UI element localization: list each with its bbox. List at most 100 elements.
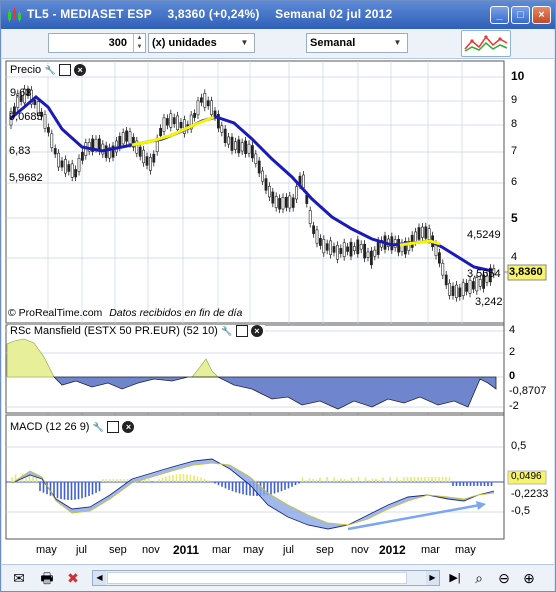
- candle-body: [427, 228, 431, 240]
- wrench-icon[interactable]: 🔧: [92, 422, 105, 432]
- chart-area[interactable]: Precio 🔧 × 10 9 8 7 6 5 4 3,8360 9,63 9,…: [2, 59, 554, 564]
- x-axis-label: 2011: [173, 543, 200, 557]
- scroll-left-icon[interactable]: ◀: [93, 571, 106, 585]
- moving-average-highlight: [131, 115, 215, 147]
- maximize-panel-icon[interactable]: [107, 421, 120, 433]
- macd-hist-value: 0,0496: [511, 471, 542, 482]
- maximize-panel-icon[interactable]: [59, 64, 72, 76]
- price-annotation: 6,83: [9, 145, 31, 157]
- zoom-area-icon[interactable]: ⌕: [475, 570, 483, 586]
- candle-body: [291, 197, 295, 208]
- candle-body: [301, 174, 305, 189]
- price-panel-header: Precio 🔧 ×: [8, 64, 89, 76]
- candle-body: [403, 241, 407, 255]
- candle-body: [179, 121, 183, 129]
- close-panel-icon[interactable]: ×: [250, 325, 263, 337]
- wrench-icon[interactable]: 🔧: [44, 65, 56, 75]
- candle-body: [33, 99, 37, 105]
- title-bar[interactable]: TL5 - MEDIASET ESP 3,8360 (+0,24%) Seman…: [1, 1, 555, 29]
- candle-body: [465, 282, 469, 292]
- candle-body: [461, 282, 465, 296]
- candle-body: [13, 106, 16, 114]
- candle-body: [318, 237, 322, 246]
- price-tick: 7: [511, 145, 518, 157]
- candle-body: [417, 227, 421, 240]
- units-select-label: (x) unidades: [152, 37, 217, 49]
- chart-canvas[interactable]: [2, 59, 554, 564]
- macd-tick: -0,5: [511, 505, 530, 517]
- candle-body: [420, 226, 424, 238]
- x-axis-label: sep: [316, 544, 334, 556]
- maximize-button[interactable]: □: [511, 6, 530, 24]
- scrollbar-thumb[interactable]: [107, 572, 407, 584]
- candle-body: [274, 196, 278, 208]
- macd-panel-title: MACD (12 26 9): [10, 421, 90, 433]
- rsc-current-value: -0,8707: [509, 385, 547, 397]
- candle-body: [373, 249, 377, 257]
- candle-body: [437, 252, 441, 264]
- candle-body: [414, 231, 418, 243]
- price-tick: 9: [511, 94, 518, 106]
- candle-body: [325, 243, 329, 251]
- units-quantity-stepper[interactable]: 300 ▲ ▼: [48, 33, 146, 53]
- status-bar: ✉ 🖶 ✖ ◀ ▶ ▶| ⌕ ⊖ ⊕: [2, 564, 554, 591]
- candle-body: [132, 136, 135, 148]
- candle-body: [451, 285, 455, 296]
- instrument-name: TL5 - MEDIASET ESP: [27, 7, 152, 21]
- price-annotation: 4,5249: [467, 229, 501, 241]
- candle-body: [26, 89, 30, 96]
- candle-body: [101, 143, 105, 155]
- close-panel-icon[interactable]: ×: [122, 421, 135, 433]
- macd-signal-line: [11, 462, 495, 526]
- scroll-right-icon[interactable]: ▶: [426, 571, 439, 585]
- candle-body: [46, 127, 50, 133]
- horizontal-scrollbar[interactable]: ◀ ▶: [92, 570, 440, 586]
- go-to-end-icon[interactable]: ▶|: [449, 572, 461, 584]
- toolbar: 300 ▲ ▼ (x) unidades ▼ Semanal ▼: [2, 29, 554, 59]
- price-tick: 5: [511, 211, 518, 225]
- candle-body: [135, 140, 139, 154]
- candle-body: [200, 97, 203, 103]
- candle-body: [261, 170, 265, 182]
- maximize-panel-icon[interactable]: [235, 325, 248, 337]
- x-axis-label: mar: [421, 544, 440, 556]
- stepper-arrows-icon[interactable]: ▲ ▼: [133, 34, 145, 52]
- candle-body: [196, 100, 200, 116]
- candle-body: [264, 178, 268, 191]
- close-panel-icon[interactable]: ×: [74, 64, 87, 76]
- timeframe-select[interactable]: Semanal ▼: [306, 33, 408, 53]
- candle-body: [152, 153, 156, 163]
- candle-body: [193, 113, 197, 118]
- disconnect-icon[interactable]: ✖: [67, 570, 79, 586]
- x-axis-label: nov: [351, 544, 369, 556]
- close-button[interactable]: ×: [532, 6, 551, 24]
- zoom-out-icon[interactable]: ⊖: [498, 570, 510, 586]
- candle-body: [128, 131, 132, 144]
- zoom-in-icon[interactable]: ⊕: [523, 570, 535, 586]
- units-select[interactable]: (x) unidades ▼: [148, 33, 255, 53]
- candle-body: [329, 240, 333, 255]
- email-icon[interactable]: ✉: [13, 570, 25, 586]
- candle-body: [142, 149, 146, 164]
- price-tick: 4: [511, 251, 518, 263]
- candle-body: [60, 160, 64, 168]
- rsc-tick: 0: [509, 370, 516, 382]
- candle-body: [359, 244, 363, 250]
- candle-body: [475, 277, 479, 292]
- candle-body: [315, 229, 319, 244]
- wrench-icon[interactable]: 🔧: [221, 326, 233, 336]
- rsc-tick: -2: [509, 400, 519, 412]
- candle-body: [230, 136, 234, 151]
- candle-body: [169, 113, 173, 128]
- candle-body: [227, 136, 231, 145]
- candle-body: [29, 89, 33, 105]
- print-icon[interactable]: 🖶: [40, 570, 54, 586]
- minimize-button[interactable]: _: [490, 6, 509, 24]
- x-axis-label: jul: [283, 544, 295, 556]
- candle-body: [342, 242, 346, 257]
- indicators-button[interactable]: [461, 30, 511, 57]
- candle-body: [254, 153, 258, 164]
- rsc-negative-area: [53, 376, 497, 410]
- x-axis-label: may: [455, 544, 476, 556]
- candle-body: [81, 151, 84, 161]
